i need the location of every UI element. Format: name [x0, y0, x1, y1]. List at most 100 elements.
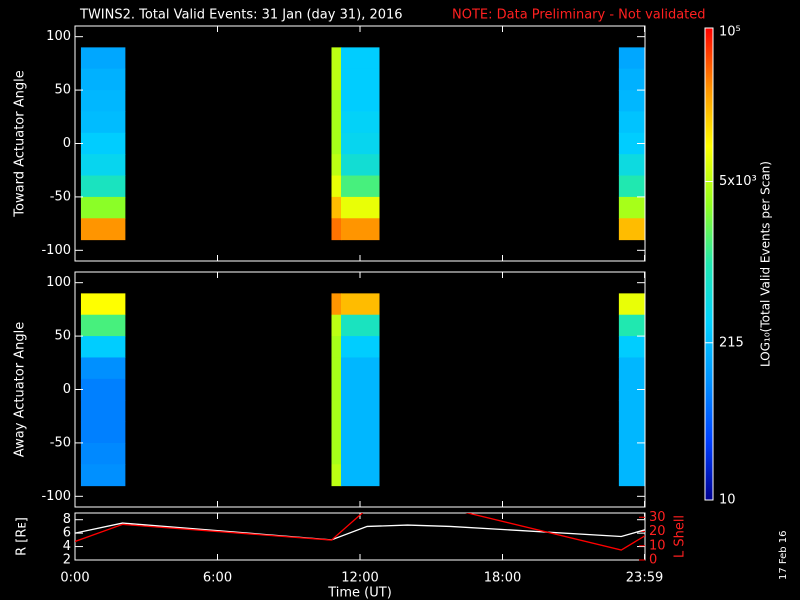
colorbar-label: LOG₁₀(Total Valid Events per Scan) [759, 161, 773, 367]
y2-tick-label: 30 [649, 510, 666, 525]
colorbar [704, 27, 714, 501]
heat-cell [80, 47, 126, 70]
heat-cell [331, 293, 342, 316]
heat-cell [80, 293, 126, 316]
y-tick-label: 8 [63, 512, 71, 527]
heat-cell [618, 154, 646, 177]
y-tick-label: 50 [54, 83, 71, 98]
heat-cell [80, 111, 126, 134]
heat-cell [80, 400, 126, 423]
y2-tick-label: 0 [649, 553, 657, 568]
heat-cell [331, 357, 342, 380]
heat-cell [341, 464, 380, 487]
heat-cell [341, 421, 380, 444]
heat-cell [341, 400, 380, 423]
y-tick-label: -100 [41, 243, 71, 258]
heat-cell [80, 464, 126, 487]
x-tick-label: 12:00 [341, 571, 378, 586]
heat-cell [618, 196, 646, 219]
heat-cell [618, 314, 646, 337]
note: NOTE: Data Preliminary - Not validated [452, 8, 706, 23]
heat-cell [618, 336, 646, 358]
heat-cell [618, 293, 646, 316]
heat-cell [618, 111, 646, 134]
heat-cell [618, 68, 646, 91]
y-tick-label: -50 [50, 189, 71, 204]
heat-cell [80, 421, 126, 444]
heat-cell [618, 47, 646, 70]
heat-cell [341, 293, 380, 316]
heat-cell [341, 90, 380, 112]
y-tick-label: 0 [63, 382, 71, 397]
heat-cell [331, 464, 342, 487]
heat-cell [331, 314, 342, 337]
heat-cell [331, 378, 342, 401]
y-tick-label: 0 [63, 136, 71, 151]
heat-cell [331, 132, 342, 155]
heat-cell [618, 442, 646, 465]
heat-cell [341, 314, 380, 337]
heat-cell [618, 218, 646, 241]
heat-cell [618, 421, 646, 444]
y2-axis-label: L Shell [673, 515, 688, 558]
y-tick-label: 100 [46, 29, 71, 44]
heat-cell [618, 464, 646, 487]
line-series [75, 522, 645, 541]
y-axis-label: Toward Actuator Angle [13, 70, 28, 217]
x-axis-label: Time (UT) [327, 586, 392, 600]
y-tick-label: 100 [46, 275, 71, 290]
heat-cell [341, 218, 380, 241]
heat-cell [80, 154, 126, 177]
heat-cell [331, 47, 342, 70]
x-tick-label: 0:00 [60, 571, 89, 586]
heat-cell [331, 442, 342, 465]
y-tick-label: 4 [63, 539, 71, 554]
y-tick-label: 2 [63, 553, 71, 568]
x-tick-label: 18:00 [484, 571, 521, 586]
y-axis-label: Away Actuator Angle [13, 322, 28, 457]
heat-cell [80, 196, 126, 219]
heat-cell [80, 314, 126, 337]
heat-cell [80, 378, 126, 401]
y-tick-label: 6 [63, 526, 71, 541]
heat-cell [331, 68, 342, 91]
y-tick-label: 50 [54, 329, 71, 344]
colorbar-tick-label: 5x10³ [719, 174, 757, 189]
heat-cell [618, 378, 646, 401]
heat-cell [80, 218, 126, 241]
x-tick-label: 23:59 [626, 571, 663, 586]
chart-title: TWINS2. Total Valid Events: 31 Jan (day … [79, 8, 403, 23]
heat-cell [80, 132, 126, 155]
heat-cell [341, 175, 380, 198]
heat-cell [331, 218, 342, 241]
heat-cell [80, 442, 126, 465]
heat-cell [80, 68, 126, 91]
heat-cell [618, 90, 646, 112]
heat-cell [80, 90, 126, 112]
heat-cell [341, 196, 380, 219]
y2-tick-label: 20 [649, 524, 666, 539]
y-tick-label: -50 [50, 435, 71, 450]
heat-cell [331, 400, 342, 423]
heat-cell [331, 90, 342, 112]
heat-cell [341, 47, 380, 70]
heat-cell [331, 111, 342, 134]
heat-cell [80, 357, 126, 380]
heat-cell [80, 175, 126, 198]
heat-cell [618, 400, 646, 423]
colorbar-tick-label: 10⁵ [719, 25, 741, 40]
heat-cell [341, 68, 380, 91]
heat-cell [618, 175, 646, 198]
y-tick-label: -100 [41, 489, 71, 504]
heat-cell [331, 336, 342, 358]
heat-cell [341, 132, 380, 155]
heat-cell [341, 442, 380, 465]
date-stamp: 17 Feb 16 [778, 530, 789, 580]
heat-cell [341, 357, 380, 380]
heat-cell [331, 421, 342, 444]
y-axis-label: R [Rᴇ] [15, 517, 30, 556]
heat-cell [341, 378, 380, 401]
heat-cell [331, 154, 342, 177]
